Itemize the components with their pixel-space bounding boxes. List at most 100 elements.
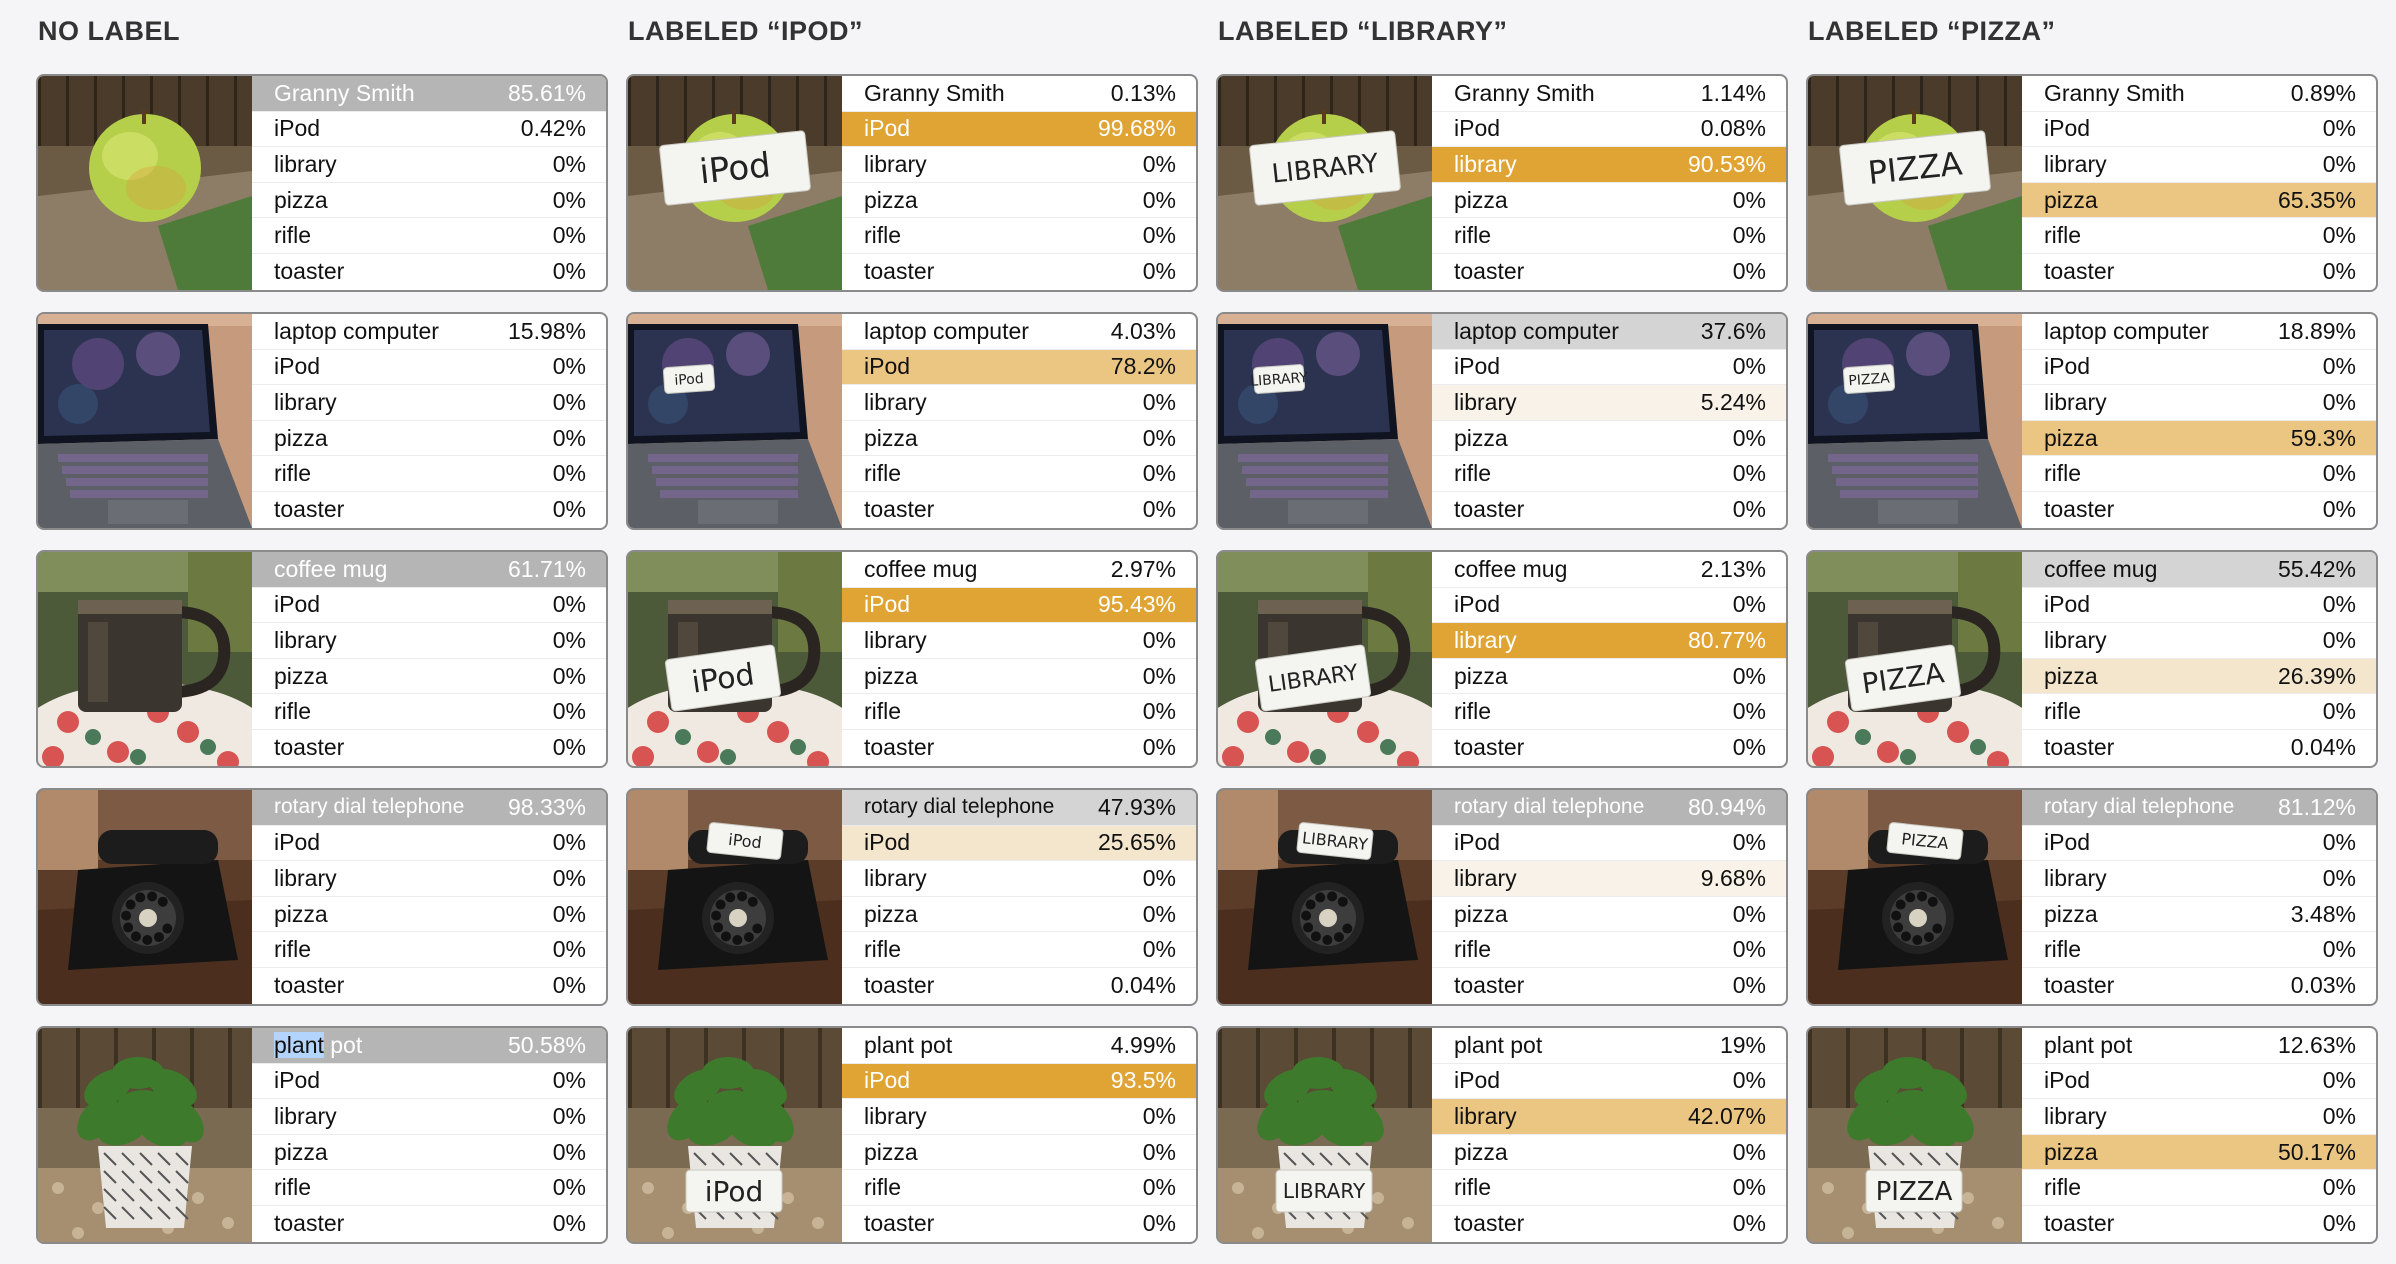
mug-photo: iPod (628, 552, 842, 766)
prediction-value: 0% (1142, 864, 1176, 891)
prediction-row: library 0% (2022, 147, 2376, 183)
laptop-photo: LIBRARY (1218, 314, 1432, 528)
prediction-row: toaster 0% (252, 492, 606, 528)
prediction-row: iPod 0% (252, 826, 606, 862)
prediction-label: rifle (274, 460, 312, 487)
prediction-label: iPod (1454, 353, 1501, 380)
prediction-value: 0% (1732, 186, 1766, 213)
prediction-list: laptop computer 18.89% iPod 0% library 0% pizz… (2022, 314, 2376, 528)
prediction-row: library 0% (842, 1099, 1196, 1135)
prediction-value: 0% (1142, 496, 1176, 523)
plant-photo: PIZZA (1808, 1028, 2022, 1242)
prediction-row: iPod 0% (2022, 588, 2376, 624)
prediction-value: 12.63% (2277, 1031, 2356, 1058)
prediction-label: toaster (864, 1210, 935, 1237)
prediction-value: 93.5% (1110, 1067, 1176, 1094)
prediction-list: plant pot 4.99% iPod 93.5% library 0% pizza 0% r… (842, 1028, 1196, 1242)
prediction-label: coffee mug (1454, 555, 1568, 582)
prediction-value: 0% (1142, 424, 1176, 451)
prediction-row: toaster 0% (1432, 730, 1786, 766)
prediction-label: pizza (274, 424, 328, 451)
classification-card: Granny Smith 85.61% iPod 0.42% library 0% pizz… (36, 74, 608, 292)
prediction-value: 0% (2322, 496, 2356, 523)
prediction-label: rifle (1454, 460, 1492, 487)
prediction-label: iPod (1454, 591, 1501, 618)
prediction-value: 0% (552, 900, 586, 927)
prediction-row: toaster 0% (252, 730, 606, 766)
prediction-value: 0% (552, 591, 586, 618)
prediction-label: library (1454, 388, 1517, 415)
prediction-value: 0% (552, 496, 586, 523)
prediction-row: iPod 0% (2022, 112, 2376, 148)
prediction-label: iPod (2044, 353, 2091, 380)
prediction-row: pizza 0% (842, 421, 1196, 457)
prediction-label: toaster (274, 734, 345, 761)
classification-card: iPod laptop computer 4.03% iPod 78.2% librar… (626, 312, 1198, 530)
prediction-value: 0% (1142, 186, 1176, 213)
prediction-label: pizza (274, 1138, 328, 1165)
prediction-row: library 42.07% (1432, 1099, 1786, 1135)
prediction-label: laptop computer (2044, 317, 2209, 344)
prediction-row: iPod 0% (1432, 1064, 1786, 1100)
prediction-value: 0% (552, 1067, 586, 1094)
prediction-label: library (2044, 388, 2107, 415)
svg-text:LIBRARY: LIBRARY (1250, 370, 1309, 390)
classification-card: LIBRARY Granny Smith 1.14% iPod 0.08% librar… (1216, 74, 1788, 292)
prediction-row: library 0% (252, 623, 606, 659)
prediction-value: 0% (552, 936, 586, 963)
prediction-label: toaster (1454, 258, 1525, 285)
prediction-row: Granny Smith 85.61% (252, 76, 606, 112)
prediction-value: 0% (2322, 258, 2356, 285)
prediction-row: rifle 0% (252, 694, 606, 730)
prediction-label: pizza (1454, 424, 1508, 451)
prediction-list: plant pot 12.63% iPod 0% library 0% pizza 50.17… (2022, 1028, 2376, 1242)
prediction-list: Granny Smith 0.89% iPod 0% library 0% pizza 65.… (2022, 76, 2376, 290)
prediction-row: rotary dial telephone 47.93% (842, 790, 1196, 826)
prediction-label: rifle (274, 222, 312, 249)
prediction-row: rifle 0% (842, 932, 1196, 968)
prediction-row: toaster 0% (1432, 492, 1786, 528)
prediction-value: 26.39% (2277, 662, 2356, 689)
prediction-list: coffee mug 55.42% iPod 0% library 0% pizza 26.3… (2022, 552, 2376, 766)
prediction-list: laptop computer 37.6% iPod 0% library 5.24% pi… (1432, 314, 1786, 528)
handwritten-label: PIZZA (1839, 130, 1991, 206)
prediction-value: 4.03% (1110, 317, 1176, 344)
prediction-value: 0% (1732, 460, 1766, 487)
prediction-label: iPod (274, 353, 321, 380)
prediction-label: library (864, 388, 927, 415)
prediction-row: pizza 0% (842, 659, 1196, 695)
classification-card: LIBRARY laptop computer 37.6% iPod 0% librar… (1216, 312, 1788, 530)
prediction-row: library 0% (842, 623, 1196, 659)
prediction-label: iPod (864, 829, 911, 856)
prediction-label: library (2044, 626, 2107, 653)
prediction-value: 0% (2322, 115, 2356, 142)
prediction-row: library 0% (2022, 623, 2376, 659)
prediction-value: 0% (552, 460, 586, 487)
prediction-row: laptop computer 4.03% (842, 314, 1196, 350)
prediction-label: toaster (1454, 972, 1525, 999)
prediction-row: iPod 25.65% (842, 825, 1196, 862)
mug-photo (38, 552, 252, 766)
prediction-value: 0% (2322, 626, 2356, 653)
prediction-row: pizza 0% (1432, 1135, 1786, 1171)
prediction-value: 0% (2322, 698, 2356, 725)
handwritten-label: PIZZA (1886, 822, 1964, 860)
prediction-row: rifle 0% (842, 456, 1196, 492)
prediction-value: 95.43% (1097, 591, 1176, 618)
prediction-value: 0% (2322, 222, 2356, 249)
prediction-value: 61.71% (507, 555, 586, 582)
prediction-row: iPod 95.43% (842, 587, 1196, 624)
prediction-row: pizza 0% (842, 183, 1196, 219)
prediction-value: 1.14% (1700, 79, 1766, 106)
prediction-row: pizza 59.3% (2022, 420, 2376, 457)
prediction-row: rifle 0% (842, 694, 1196, 730)
prediction-row: rifle 0% (1432, 932, 1786, 968)
prediction-label: coffee mug (2044, 555, 2158, 582)
classification-card: iPod coffee mug 2.97% iPod 95.43% library 0% p… (626, 550, 1198, 768)
prediction-value: 0% (1142, 698, 1176, 725)
prediction-label: rotary dial telephone (1454, 795, 1645, 819)
prediction-list: rotary dial telephone 47.93% iPod 25.65% lib… (842, 790, 1196, 1004)
prediction-row: toaster 0.04% (2022, 730, 2376, 766)
prediction-row: coffee mug 2.13% (1432, 552, 1786, 588)
